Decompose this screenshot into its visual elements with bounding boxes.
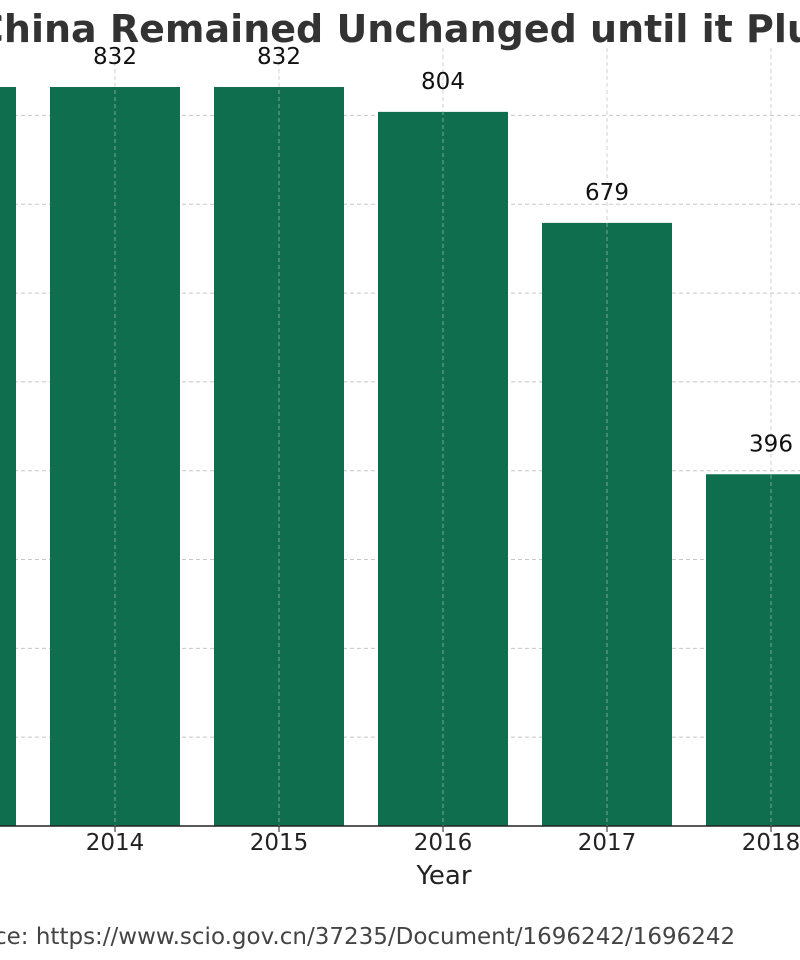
value-label-2017: 679 <box>585 180 629 206</box>
chart-title: China Remained Unchanged until it Plu <box>0 7 800 51</box>
value-label-2018: 396 <box>749 431 793 457</box>
x-tick-label-2017: 2017 <box>578 830 637 856</box>
value-label-2014: 832 <box>93 44 137 70</box>
value-label-2015: 832 <box>257 44 301 70</box>
value-label-2016: 804 <box>421 69 465 95</box>
x-axis-label: Year <box>415 861 471 891</box>
x-tick-label-2016: 2016 <box>414 830 473 856</box>
bar-2013 <box>0 87 16 826</box>
x-tick-label-2018: 2018 <box>742 830 800 856</box>
x-tick-label-2014: 2014 <box>86 830 145 856</box>
bar-2018 <box>706 474 800 826</box>
x-tick-layer: 2014 2015 2016 2017 2018 <box>86 826 800 856</box>
bar-layer <box>0 87 800 827</box>
source-note: ce: https://www.scio.gov.cn/37235/Docume… <box>0 924 735 950</box>
value-label-layer: 832 832 804 679 396 <box>93 44 793 826</box>
x-tick-label-2015: 2015 <box>250 830 309 856</box>
